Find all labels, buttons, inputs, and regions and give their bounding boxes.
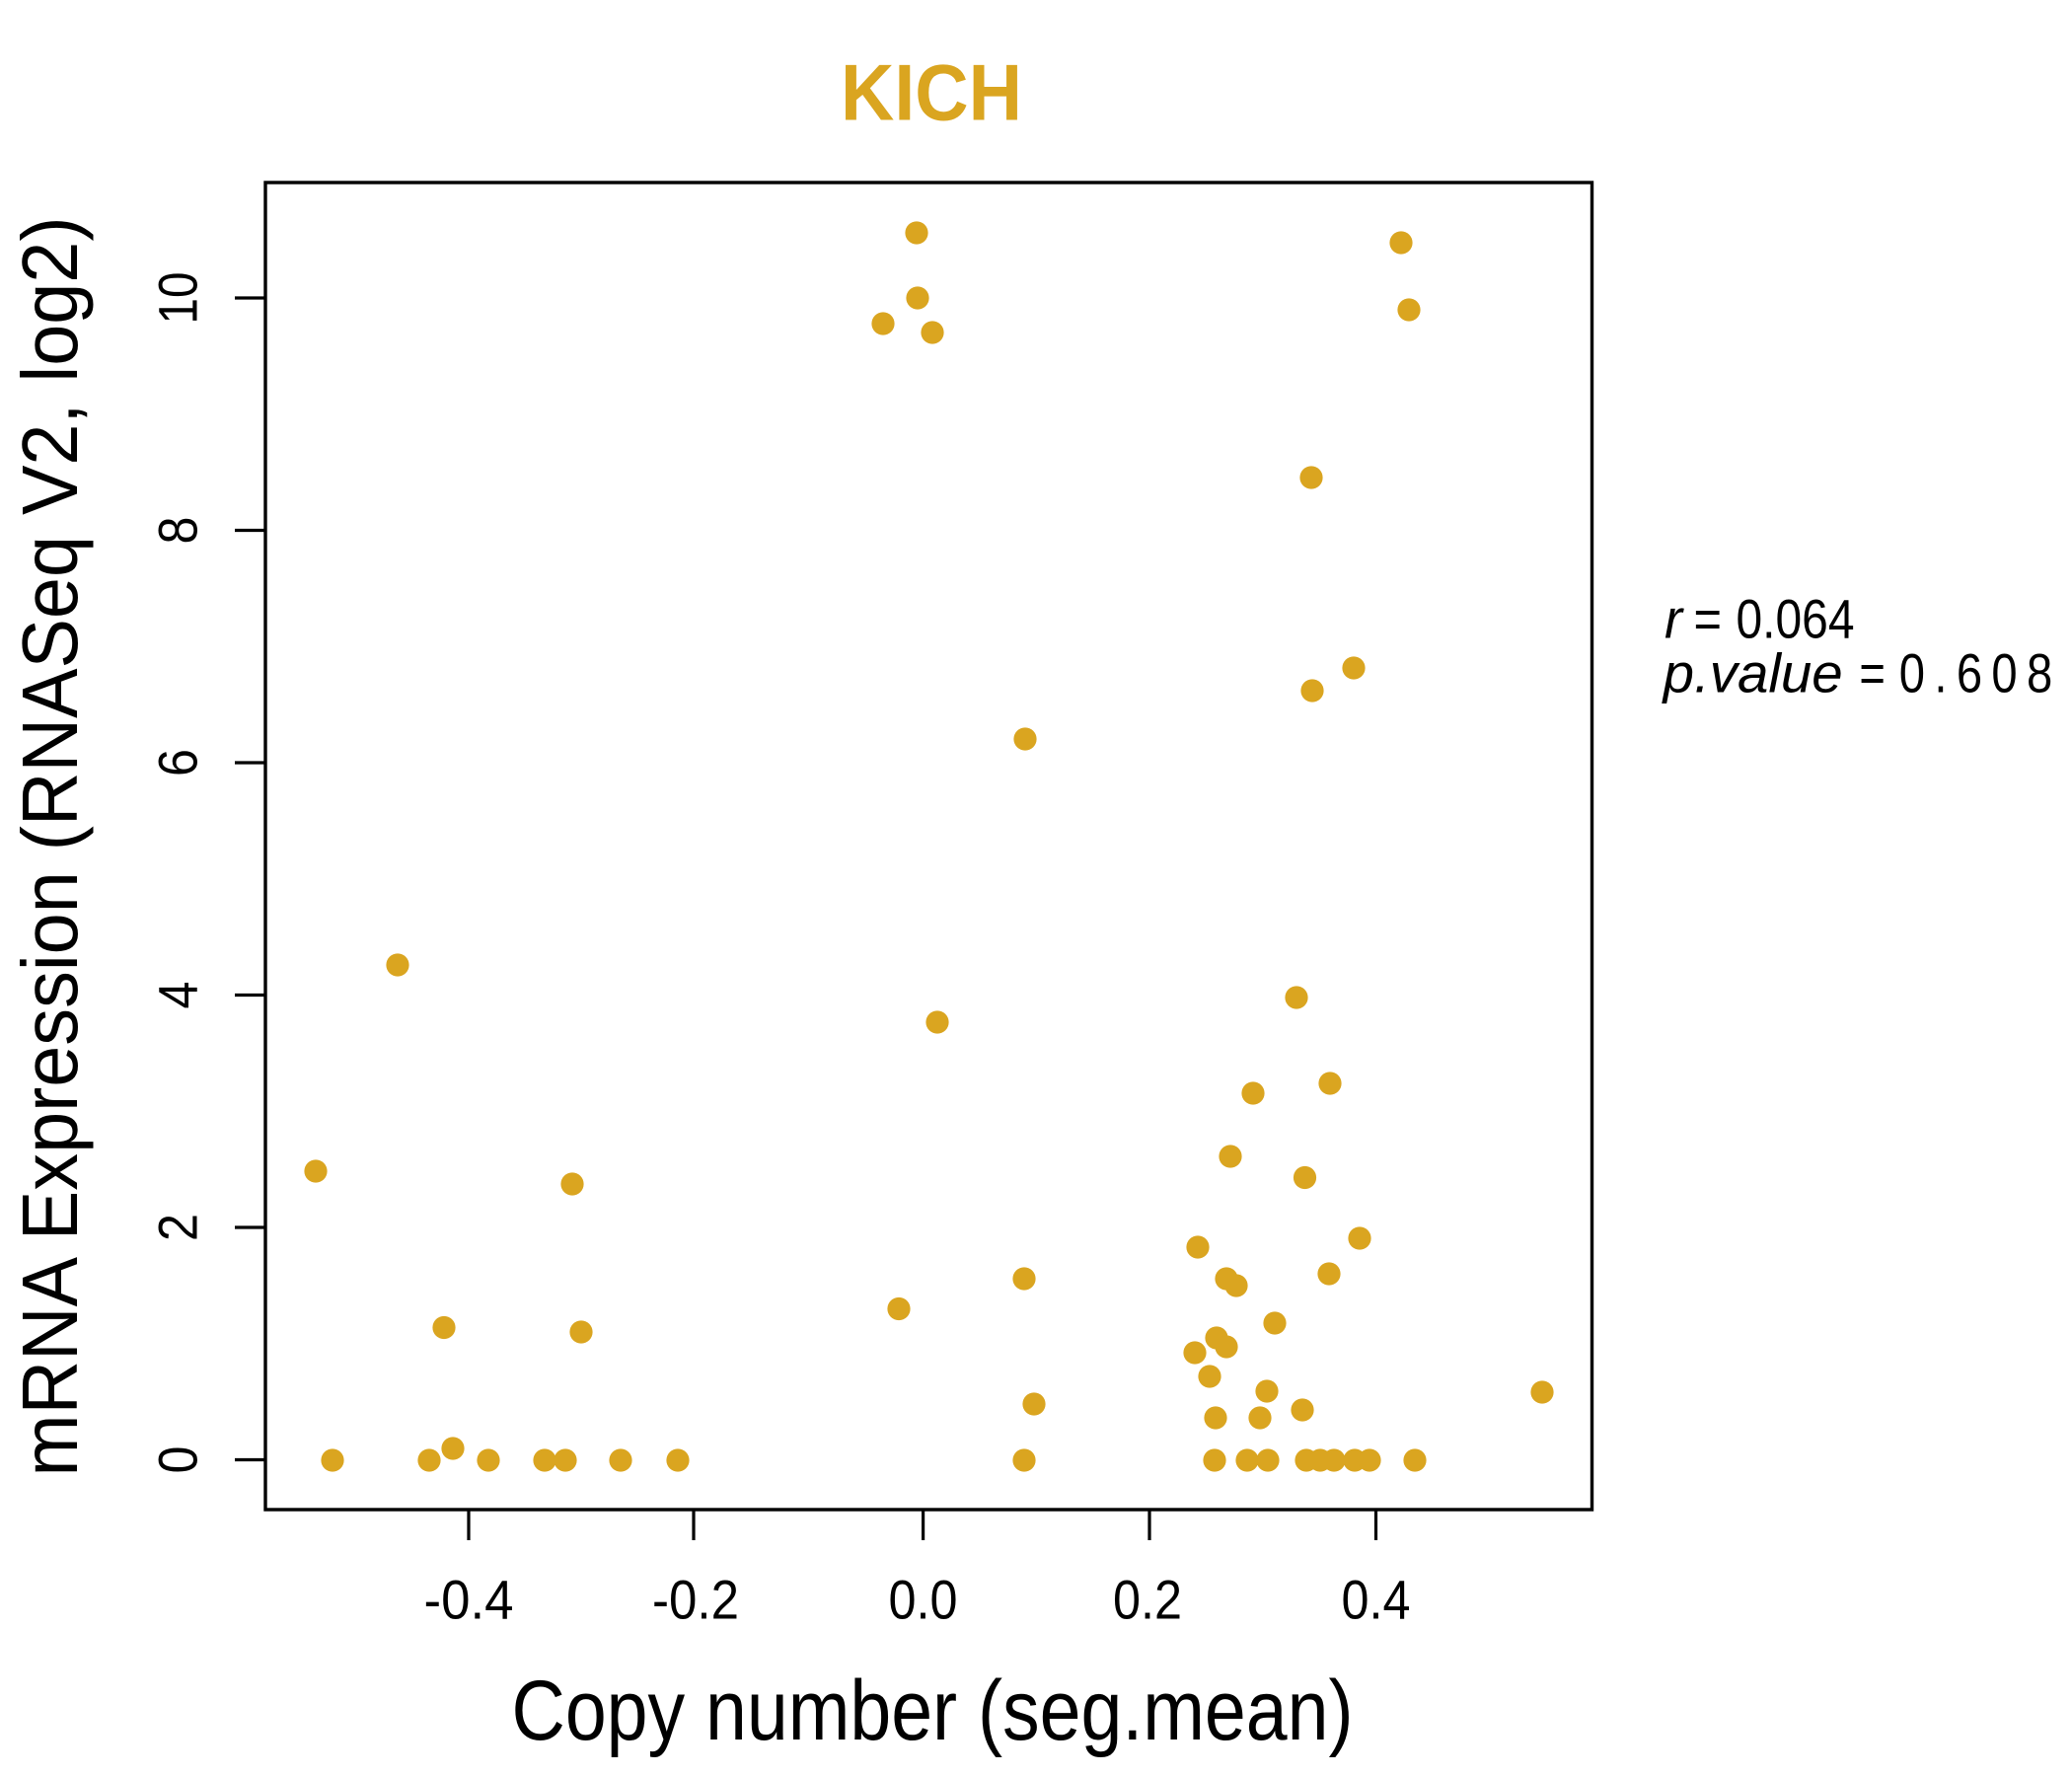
svg-text:KICH: KICH [841,49,1022,138]
svg-text:0.2: 0.2 [1113,1569,1182,1630]
svg-text:0.064: 0.064 [1737,589,1855,650]
svg-text:0.0: 0.0 [889,1569,958,1630]
svg-text:0: 0 [148,1446,209,1474]
svg-text:8: 8 [148,517,209,545]
svg-text:Copy number (seg.mean): Copy number (seg.mean) [512,1664,1354,1758]
svg-text:6: 6 [148,749,209,777]
svg-text:0.4: 0.4 [1342,1569,1411,1630]
svg-text:2: 2 [148,1214,209,1241]
svg-text:-0.4: -0.4 [424,1569,514,1630]
svg-text:r: r [1665,589,1684,650]
svg-text:mRNA Expression (RNASeq V2, lo: mRNA Expression (RNASeq V2, log2) [6,217,94,1477]
svg-text:-0.2: -0.2 [652,1569,739,1630]
svg-text:=: = [1859,642,1886,703]
svg-text:=: = [1694,589,1723,650]
svg-text:4: 4 [148,982,209,1009]
svg-text:p.value: p.value [1662,642,1843,703]
svg-text:0.608: 0.608 [1899,642,2062,703]
svg-text:10: 10 [148,272,209,325]
